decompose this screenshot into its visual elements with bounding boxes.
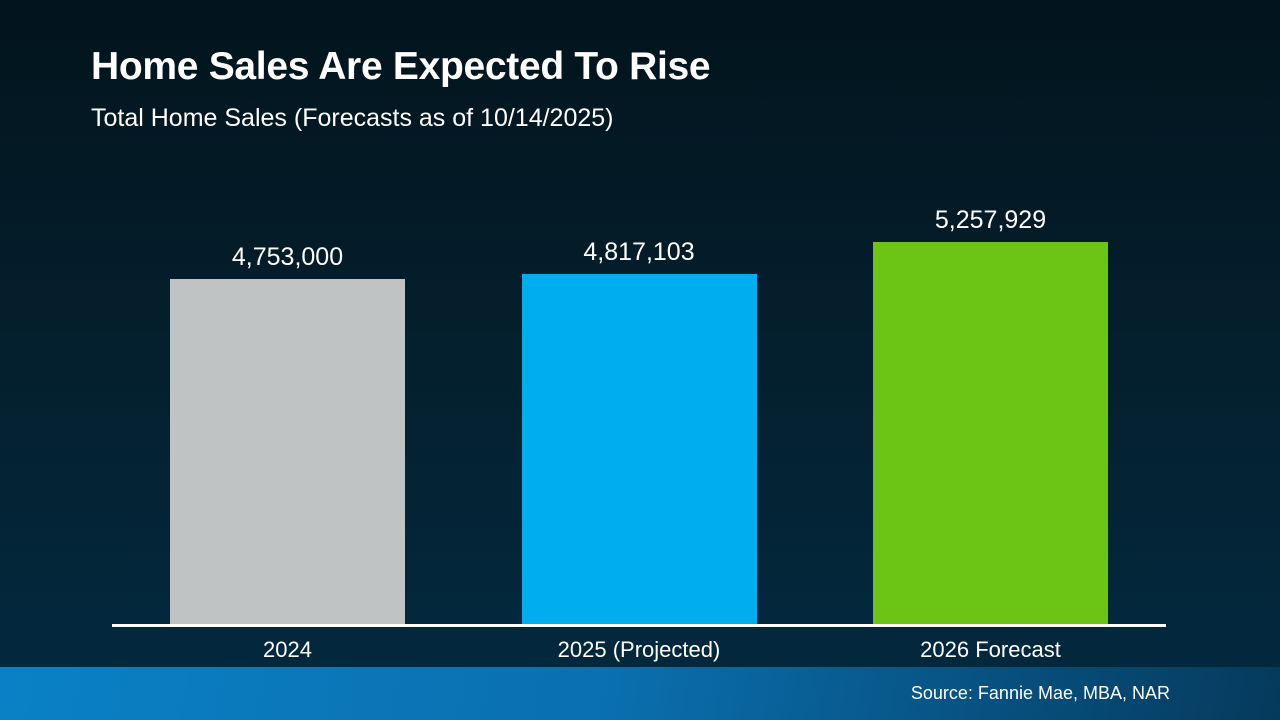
bar-category-label: 2025 (Projected) <box>557 637 721 662</box>
chart-subtitle: Total Home Sales (Forecasts as of 10/14/… <box>91 104 614 132</box>
bar-category-label: 2024 <box>263 637 312 662</box>
source-text: Source: Fannie Mae, MBA, NAR <box>910 683 1170 703</box>
bar-2024 <box>170 279 405 624</box>
bar-value-label: 4,817,103 <box>583 238 695 266</box>
bar-2026-forecast <box>873 242 1108 624</box>
bar-value-label: 4,753,000 <box>231 243 344 271</box>
bar-2025-projected- <box>521 274 757 624</box>
chart-title: Home Sales Are Expected To Rise <box>91 45 711 88</box>
footer-banner: Source: Fannie Mae, MBA, NAR <box>0 667 1280 720</box>
bar-value-label: 5,257,929 <box>934 206 1047 234</box>
x-axis-line <box>112 624 1166 627</box>
bar-category-label: 2026 Forecast <box>920 637 1061 662</box>
